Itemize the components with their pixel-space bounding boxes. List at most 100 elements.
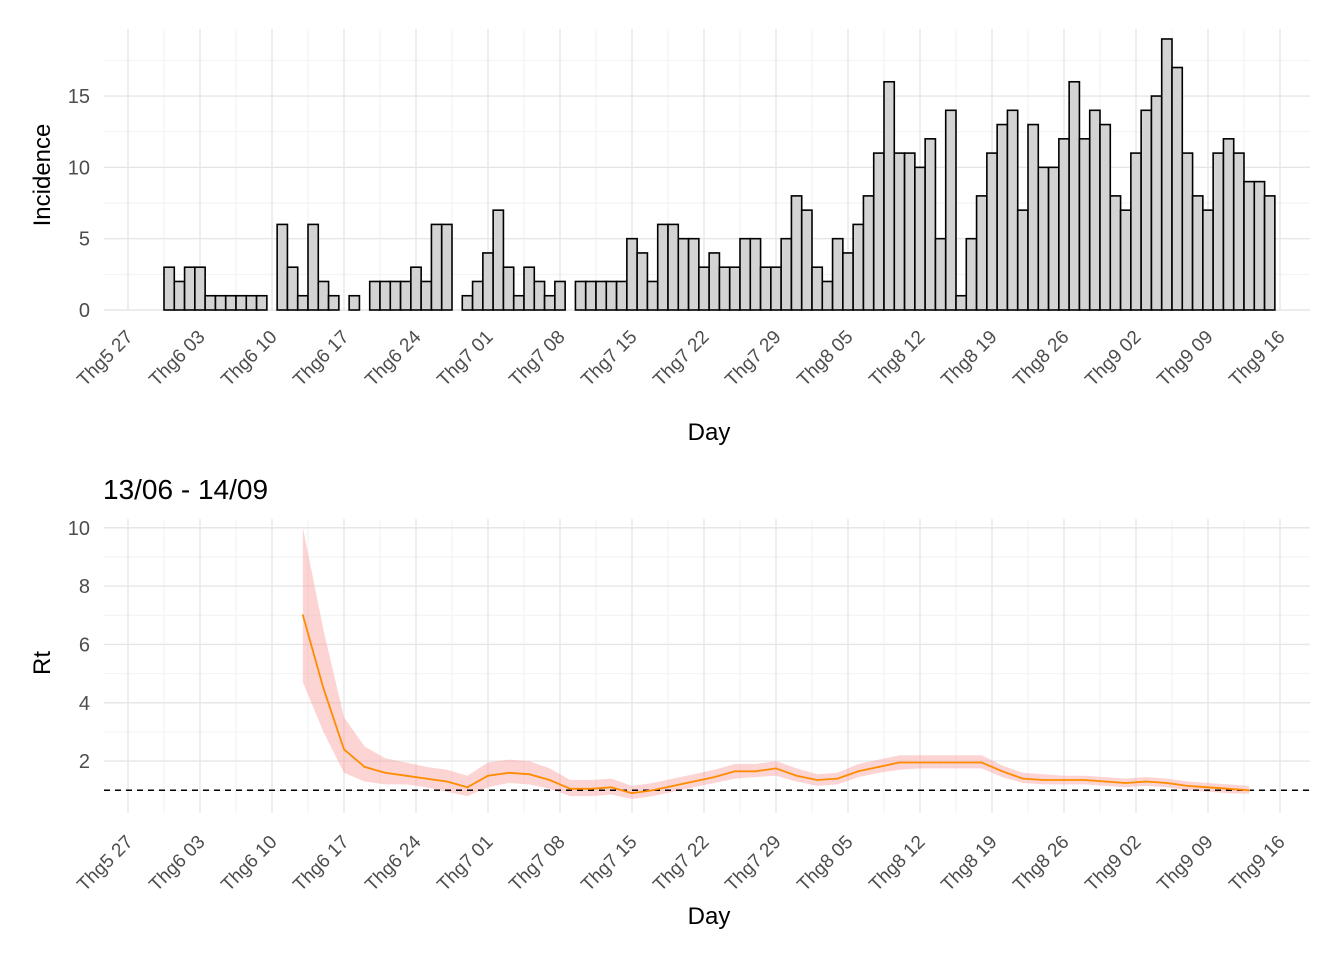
incidence-bar	[1212, 152, 1225, 311]
incidence-bar	[482, 252, 494, 311]
incidence-bar	[708, 252, 721, 311]
rt-point	[980, 761, 983, 764]
incidence-bar	[842, 252, 854, 311]
rt-point	[1001, 770, 1004, 773]
incidence-bar	[317, 280, 330, 311]
incidence-bar	[1140, 109, 1153, 311]
x-tick-label: Thg7 15	[577, 832, 641, 896]
incidence-bar	[749, 237, 762, 311]
x-tick-label: Thg8 05	[793, 832, 857, 896]
x-tick-label: Thg5 27	[73, 327, 137, 391]
x-tick-label: Thg6 17	[289, 832, 353, 896]
incidence-bar	[605, 280, 618, 311]
rt-point	[404, 774, 407, 777]
x-tick-label: Thg6 24	[361, 831, 425, 895]
rt-point	[445, 780, 448, 783]
incidence-bar	[821, 280, 834, 311]
incidence-bar	[800, 209, 813, 311]
x-tick-label: Thg9 09	[1153, 832, 1217, 896]
y-tick-label: 2	[79, 751, 90, 773]
incidence-bar	[790, 195, 803, 311]
incidence-bar	[461, 294, 474, 311]
x-tick-label: Thg7 01	[433, 327, 497, 391]
rt-chart-title: 13/06 - 14/09	[103, 474, 268, 505]
rt-point	[898, 761, 901, 764]
rt-point	[301, 614, 304, 617]
y-tick-label: 0	[79, 300, 90, 322]
incidence-bar	[811, 266, 824, 311]
x-tick-label: Thg8 26	[1009, 327, 1073, 391]
incidence-bar	[903, 152, 916, 311]
incidence-bar	[595, 280, 608, 311]
incidence-bar	[759, 266, 772, 311]
rt-point	[733, 770, 736, 773]
incidence-bar	[368, 280, 381, 311]
rt-x-tick-labels: Thg5 27 Thg6 03 Thg6 10 Thg6 17 Thg6 24 Thg7 …	[73, 831, 1289, 895]
incidence-bar	[698, 266, 710, 311]
rt-point	[487, 774, 489, 777]
incidence-bar	[996, 123, 1009, 311]
incidence-bar	[1150, 95, 1163, 311]
incidence-bar	[1027, 123, 1040, 311]
incidence-bars	[163, 38, 1276, 311]
rt-point	[1104, 780, 1107, 783]
incidence-bar	[379, 280, 392, 311]
rt-grid	[104, 519, 1310, 813]
incidence-bar	[204, 294, 217, 311]
incidence-bar	[677, 237, 690, 311]
incidence-bar	[554, 280, 566, 311]
incidence-bar	[831, 237, 844, 311]
incidence-bar	[543, 294, 556, 311]
y-tick-label: 10	[68, 518, 90, 540]
x-tick-label: Thg8 05	[793, 327, 857, 391]
rt-point	[589, 787, 592, 790]
incidence-x-tick-labels: Thg5 27 Thg6 03 Thg6 10 Thg6 17 Thg6 24 Thg7 …	[73, 326, 1289, 390]
incidence-bar	[1109, 195, 1122, 311]
x-tick-label: Thg7 08	[505, 327, 569, 391]
incidence-bar	[1099, 123, 1112, 311]
x-tick-label: Thg7 22	[649, 327, 713, 391]
x-tick-label: Thg6 03	[145, 832, 209, 896]
rt-point	[1124, 782, 1127, 784]
rt-point	[919, 761, 921, 764]
rt-x-axis-label: Day	[688, 903, 731, 930]
incidence-bar	[986, 152, 998, 311]
rt-point	[1207, 786, 1209, 789]
incidence-bar	[1263, 195, 1276, 311]
rt-point	[1165, 782, 1168, 784]
rt-point	[816, 779, 819, 781]
x-tick-label: Thg7 15	[577, 327, 641, 391]
x-tick-label: Thg7 01	[433, 832, 497, 896]
rt-point	[425, 777, 428, 780]
rt-point	[1145, 780, 1148, 783]
incidence-bar	[728, 266, 741, 311]
rt-point	[651, 789, 654, 792]
rt-confidence-band	[302, 527, 1250, 799]
incidence-bar	[492, 209, 505, 311]
x-tick-label: Thg8 12	[865, 832, 929, 896]
incidence-bar	[934, 237, 947, 311]
rt-y-tick-labels: 2 4 6 8 10	[68, 518, 90, 773]
rt-y-axis-label: Rt	[29, 651, 56, 675]
incidence-y-tick-labels: 0 5 10 15	[68, 86, 90, 322]
rt-point	[692, 780, 695, 783]
incidence-bar	[780, 237, 793, 311]
x-tick-label: Thg7 22	[649, 832, 713, 896]
incidence-bar	[883, 80, 896, 311]
rt-point	[939, 761, 942, 764]
incidence-bar	[1016, 209, 1029, 311]
incidence-bar	[1078, 138, 1091, 311]
x-tick-label: Thg8 12	[865, 327, 929, 391]
rt-point	[610, 786, 613, 789]
rt-point	[1042, 779, 1045, 781]
incidence-bar	[173, 280, 186, 311]
incidence-bar	[440, 223, 453, 311]
incidence-bar	[533, 280, 546, 311]
incidence-bar	[471, 280, 484, 311]
y-tick-label: 10	[68, 157, 90, 179]
x-tick-label: Thg6 10	[217, 832, 281, 896]
rt-point	[960, 761, 963, 764]
rt-point	[631, 792, 633, 795]
